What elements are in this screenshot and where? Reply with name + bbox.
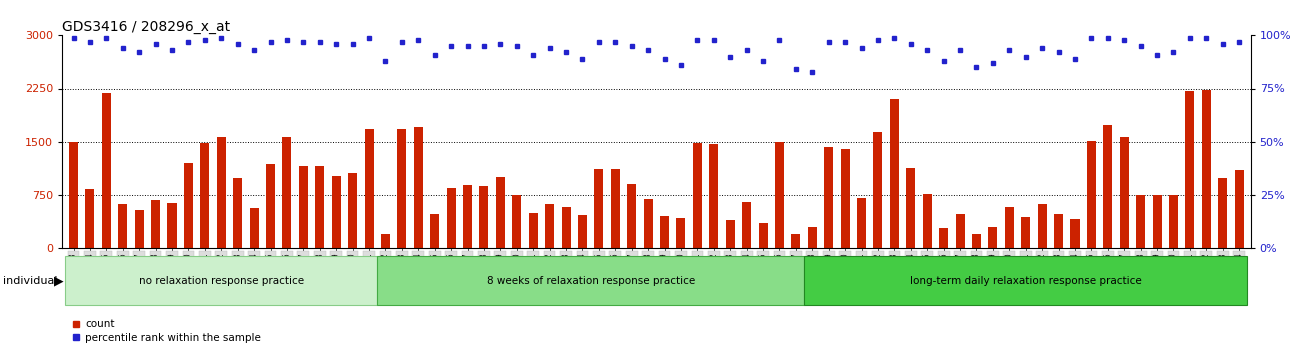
Bar (249, 208, 258, 248)
Bar (200, 143, 209, 248)
Bar (68, 142, 78, 248)
Bar (677, 218, 686, 248)
Bar (102, 93, 111, 248)
Bar (742, 202, 751, 248)
Bar (824, 147, 833, 248)
Bar (792, 234, 801, 248)
Bar (364, 129, 373, 248)
Text: no relaxation response practice: no relaxation response practice (138, 275, 304, 286)
Bar (758, 223, 767, 248)
Bar (1021, 217, 1030, 248)
Bar (1037, 204, 1047, 248)
Bar (906, 168, 915, 248)
Bar (183, 163, 193, 248)
Bar (873, 132, 882, 248)
Bar (168, 203, 177, 248)
Bar (447, 188, 456, 248)
Bar (1071, 219, 1080, 248)
Bar (956, 214, 965, 248)
Bar (578, 215, 587, 248)
Bar (217, 137, 226, 248)
Bar (972, 234, 981, 248)
Bar (1087, 141, 1096, 248)
Bar (348, 173, 357, 248)
Bar (85, 189, 94, 248)
Bar (463, 185, 472, 248)
Bar (430, 214, 439, 248)
Bar (627, 184, 636, 248)
FancyBboxPatch shape (66, 256, 377, 305)
Bar (1120, 137, 1129, 248)
Bar (1152, 195, 1162, 248)
Bar (1005, 207, 1014, 248)
Bar (808, 227, 817, 248)
Bar (611, 169, 620, 248)
Bar (266, 164, 275, 248)
Bar (939, 228, 948, 248)
Bar (1185, 91, 1194, 248)
Bar (594, 169, 603, 248)
Legend: count, percentile rank within the sample: count, percentile rank within the sample (67, 315, 265, 347)
Bar (1169, 195, 1178, 248)
Bar (922, 194, 932, 248)
Bar (315, 166, 324, 248)
Bar (775, 142, 784, 248)
Bar (233, 178, 242, 248)
Bar (1218, 178, 1227, 248)
Bar (709, 144, 718, 248)
Bar (545, 204, 554, 248)
Bar (332, 176, 341, 248)
Bar (134, 210, 143, 248)
Bar (413, 127, 422, 248)
Bar (496, 177, 505, 248)
Text: 8 weeks of relaxation response practice: 8 weeks of relaxation response practice (487, 275, 695, 286)
Bar (398, 129, 407, 248)
Bar (726, 220, 735, 248)
Bar (660, 216, 669, 248)
Bar (1136, 195, 1145, 248)
FancyBboxPatch shape (377, 256, 804, 305)
Bar (693, 143, 702, 248)
Text: individual: individual (3, 275, 57, 286)
Bar (1202, 90, 1211, 248)
FancyBboxPatch shape (804, 256, 1247, 305)
Bar (119, 204, 128, 248)
Bar (1103, 125, 1112, 248)
Bar (479, 186, 488, 248)
Bar (381, 234, 390, 248)
Bar (528, 213, 537, 248)
Bar (1054, 214, 1063, 248)
Bar (512, 195, 521, 248)
Bar (283, 137, 292, 248)
Text: GDS3416 / 208296_x_at: GDS3416 / 208296_x_at (62, 21, 230, 34)
Bar (841, 149, 850, 248)
Bar (890, 99, 899, 248)
Bar (151, 200, 160, 248)
Text: ▶: ▶ (54, 274, 63, 287)
Text: long-term daily relaxation response practice: long-term daily relaxation response prac… (910, 275, 1142, 286)
Bar (1235, 170, 1244, 248)
Bar (988, 227, 997, 248)
Bar (643, 199, 652, 248)
Bar (562, 207, 571, 248)
Bar (298, 166, 307, 248)
Bar (857, 198, 866, 248)
